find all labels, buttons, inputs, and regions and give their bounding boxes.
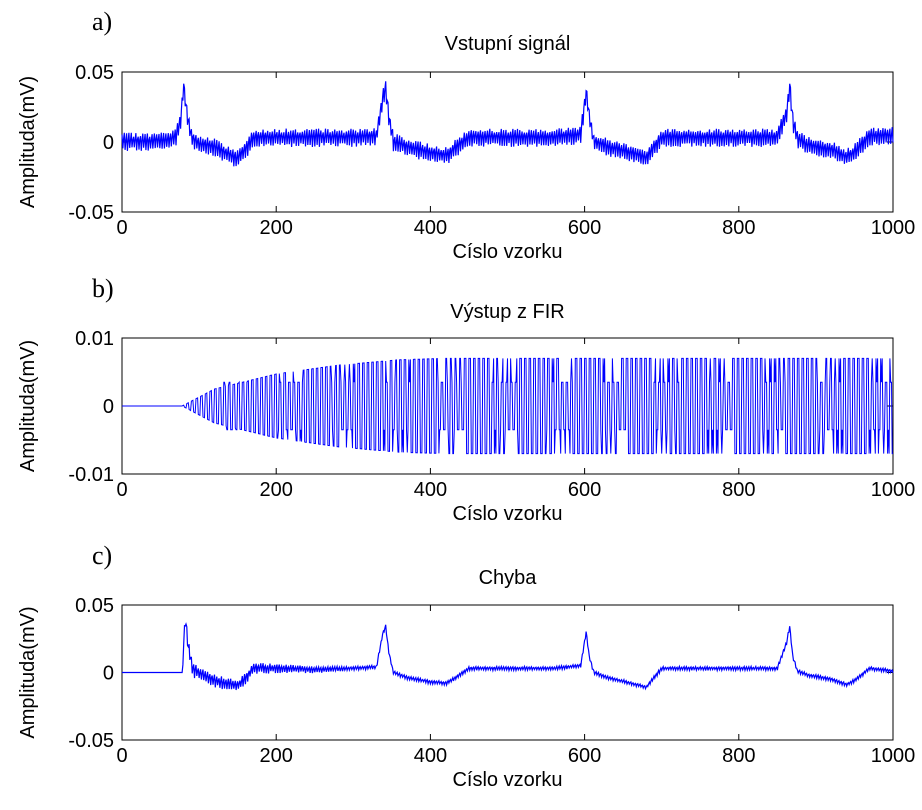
y-tick-label: -0.05	[68, 202, 114, 224]
x-tick-label: 800	[722, 479, 755, 501]
x-axis-label: Císlo vzorku	[452, 503, 562, 525]
x-tick-label: 400	[414, 479, 447, 501]
signal-line	[121, 81, 894, 167]
y-axis-label: Amplituda(mV)	[17, 340, 39, 472]
y-tick-label: -0.01	[68, 464, 114, 486]
y-tick-label: 0.05	[75, 62, 114, 84]
x-tick-label: 200	[260, 745, 293, 767]
x-tick-label: 600	[568, 217, 601, 239]
y-tick-label: 0.01	[75, 328, 114, 350]
x-tick-label: 0	[116, 745, 127, 767]
y-axis-label: Amplituda(mV)	[17, 76, 39, 208]
panel-letter: a)	[92, 7, 112, 36]
x-tick-label: 200	[260, 217, 293, 239]
plot-frame	[121, 604, 894, 741]
x-tick-label: 1000	[871, 479, 916, 501]
x-tick-label: 800	[722, 217, 755, 239]
x-tick-label: 400	[414, 745, 447, 767]
x-axis-label: Císlo vzorku	[452, 241, 562, 263]
x-axis-label: Císlo vzorku	[452, 769, 562, 791]
y-tick-label: 0	[103, 396, 114, 418]
panel-letter: c)	[92, 541, 112, 570]
x-tick-label: 0	[116, 217, 127, 239]
chart-title: Výstup z FIR	[450, 301, 564, 323]
y-tick-label: 0	[103, 663, 114, 685]
x-tick-label: 800	[722, 745, 755, 767]
signal-line	[122, 622, 894, 691]
y-tick-label: -0.05	[68, 730, 114, 752]
x-tick-label: 0	[116, 479, 127, 501]
panel-letter: b)	[92, 274, 114, 303]
y-axis-label: Amplituda(mV)	[17, 606, 39, 738]
x-tick-label: 1000	[871, 745, 916, 767]
y-tick-label: 0	[103, 132, 114, 154]
x-tick-label: 600	[568, 479, 601, 501]
x-tick-label: 400	[414, 217, 447, 239]
signal-line	[122, 357, 893, 455]
chart-title: Chyba	[479, 567, 538, 589]
y-tick-label: 0.05	[75, 595, 114, 617]
chart-title: Vstupní signál	[445, 33, 571, 55]
x-tick-label: 600	[568, 745, 601, 767]
x-tick-label: 200	[260, 479, 293, 501]
x-tick-label: 1000	[871, 217, 916, 239]
